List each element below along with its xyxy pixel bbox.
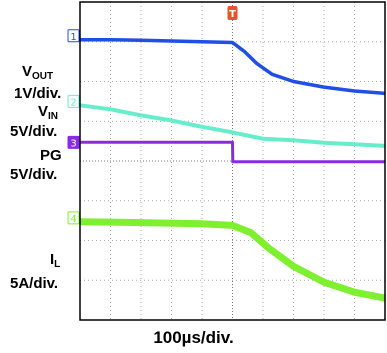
il-subscript: L [54, 259, 61, 270]
channel-marker-number: 2 [70, 97, 76, 108]
channel-marker-box [67, 135, 80, 149]
pg-scale: 5V/div. [10, 166, 58, 183]
channel-3-marker: 3 [67, 135, 80, 149]
vin-scale: 5V/div. [10, 123, 58, 140]
channel-marker-box [67, 94, 80, 108]
vout-trace [80, 38, 386, 96]
channel-2-marker: 2 [67, 94, 80, 108]
vout-scale: 1V/div. [14, 85, 62, 102]
x-axis-label: 100µs/div. [153, 328, 234, 347]
plot-frame [79, 1, 386, 321]
channel-marker-number: 3 [70, 138, 76, 149]
il-trace [79, 218, 386, 302]
channel-marker-number: 4 [70, 214, 76, 225]
channel-marker-box [67, 29, 80, 43]
channel-4-marker: 4 [67, 211, 80, 225]
pg-trace [80, 140, 385, 164]
vin-label: VIN [38, 103, 59, 122]
vout-label: VOUT [22, 63, 54, 82]
channel-marker-number: 1 [70, 32, 76, 43]
il-label: IL [50, 251, 61, 270]
il-scale: 5A/div. [10, 275, 59, 292]
channel-1-marker: 1 [67, 29, 80, 43]
trigger-marker: T [227, 6, 238, 20]
traces [79, 38, 386, 302]
trigger-marker-label: T [229, 9, 236, 20]
pg-label: PG [40, 147, 62, 164]
channel-markers: 1 2 3 4 T [67, 6, 238, 225]
trigger-marker-box [227, 6, 238, 20]
vin-trace [79, 103, 386, 148]
vout-subscript: OUT [32, 71, 54, 82]
channel-marker-box [67, 211, 80, 225]
vin-subscript: IN [48, 111, 59, 122]
